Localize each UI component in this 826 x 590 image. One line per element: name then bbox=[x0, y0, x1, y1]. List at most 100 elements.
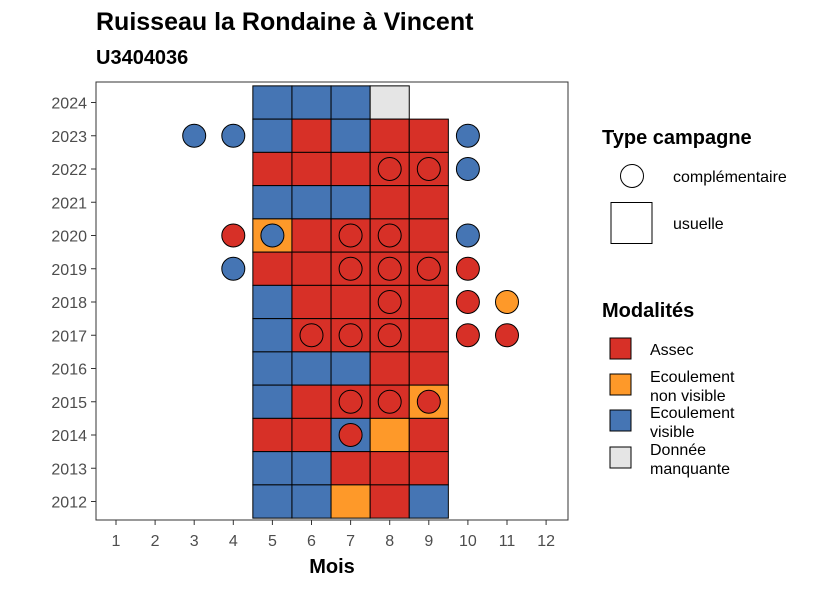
cell-2012-9 bbox=[408, 484, 449, 519]
x-axis: 1 2 3 4 5 6 7 8 9 10 11 12 bbox=[112, 520, 555, 550]
cell-2019-5 bbox=[252, 251, 293, 286]
cell-2023-9 bbox=[408, 118, 449, 153]
point-2020-10 bbox=[455, 223, 480, 248]
legend-label-ecoul_v-1: visible bbox=[650, 424, 695, 441]
cell-2013-6 bbox=[291, 451, 332, 486]
cell-2020-9 bbox=[408, 218, 449, 253]
cell-2014-9 bbox=[408, 417, 449, 453]
x-tick-label-6: 6 bbox=[307, 533, 316, 550]
plot-border bbox=[95, 81, 569, 521]
x-tick-label-12: 12 bbox=[537, 533, 555, 550]
point-2015-9 bbox=[416, 389, 441, 414]
complementaire-points bbox=[182, 123, 519, 447]
legend-label-assec-0: Assec bbox=[650, 342, 694, 359]
y-tick-label-2012: 2012 bbox=[51, 495, 87, 512]
cell-2021-6 bbox=[291, 185, 332, 220]
cell-2022-6 bbox=[291, 151, 332, 187]
x-tick-label-10: 10 bbox=[459, 533, 477, 550]
legend-label-manquante-0: Donnée bbox=[650, 442, 706, 459]
y-tick-label-2024: 2024 bbox=[51, 96, 87, 113]
point-2023-4 bbox=[221, 123, 246, 148]
cell-2021-5 bbox=[252, 185, 293, 220]
chart-title: Ruisseau la Rondaine à Vincent bbox=[96, 8, 474, 36]
point-2020-8 bbox=[377, 223, 402, 248]
x-tick-label-5: 5 bbox=[268, 533, 277, 550]
x-tick-label-1: 1 bbox=[112, 533, 121, 550]
cell-2015-6 bbox=[291, 384, 332, 419]
cell-2016-7 bbox=[330, 351, 371, 386]
point-2022-10 bbox=[455, 157, 480, 181]
y-tick-label-2014: 2014 bbox=[51, 428, 87, 445]
point-2015-7 bbox=[338, 389, 363, 414]
x-tick-label-7: 7 bbox=[346, 533, 355, 550]
point-2020-5 bbox=[260, 223, 285, 248]
legend-label-complementaire: complémentaire bbox=[673, 169, 787, 186]
y-tick-label-2013: 2013 bbox=[51, 461, 87, 478]
cell-2021-8 bbox=[369, 185, 410, 220]
cell-2015-5 bbox=[252, 384, 293, 419]
cell-2014-6 bbox=[291, 417, 332, 453]
legend-label-manquante-1: manquante bbox=[650, 461, 730, 478]
cell-2019-6 bbox=[291, 251, 332, 286]
cell-2022-5 bbox=[252, 151, 293, 187]
cell-2016-5 bbox=[252, 351, 293, 386]
cell-2021-7 bbox=[330, 185, 371, 220]
legend-label-usuelle: usuelle bbox=[673, 216, 724, 233]
legend-key-assec bbox=[609, 337, 632, 360]
cell-2024-6 bbox=[291, 85, 332, 120]
point-2017-10 bbox=[455, 323, 480, 348]
cell-2013-7 bbox=[330, 451, 371, 486]
point-2018-10 bbox=[455, 290, 480, 314]
cell-2016-6 bbox=[291, 351, 332, 386]
y-tick-label-2015: 2015 bbox=[51, 395, 87, 412]
x-tick-label-9: 9 bbox=[424, 533, 433, 550]
legend: Type campagne complémentaire usuelle Modali… bbox=[602, 127, 787, 478]
legend-modalites-title: Modalités bbox=[602, 300, 694, 322]
y-tick-label-2020: 2020 bbox=[51, 229, 87, 246]
point-2018-8 bbox=[377, 290, 402, 314]
cell-2017-9 bbox=[408, 318, 449, 353]
point-2023-10 bbox=[455, 123, 480, 148]
cell-2014-8 bbox=[369, 417, 410, 453]
cell-2021-9 bbox=[408, 185, 449, 220]
legend-key-ecoul_v bbox=[609, 409, 632, 432]
point-2017-7 bbox=[338, 323, 363, 348]
y-tick-label-2022: 2022 bbox=[51, 162, 87, 179]
legend-key-complementaire bbox=[620, 164, 644, 188]
legend-key-usuelle bbox=[610, 202, 653, 244]
cell-2018-5 bbox=[252, 284, 293, 320]
cell-2024-5 bbox=[252, 85, 293, 120]
cell-2018-7 bbox=[330, 284, 371, 320]
cell-2013-5 bbox=[252, 451, 293, 486]
cell-2013-9 bbox=[408, 451, 449, 486]
x-tick-label-11: 11 bbox=[499, 533, 516, 550]
cell-2016-8 bbox=[369, 351, 410, 386]
x-axis-title: Mois bbox=[309, 556, 355, 578]
y-tick-label-2016: 2016 bbox=[51, 362, 87, 379]
point-2019-7 bbox=[338, 256, 363, 281]
point-2017-11 bbox=[495, 323, 519, 348]
x-tick-label-4: 4 bbox=[229, 533, 238, 550]
cell-2023-5 bbox=[252, 118, 293, 153]
cell-2018-6 bbox=[291, 284, 332, 320]
cell-2024-7 bbox=[330, 85, 371, 120]
cell-2023-7 bbox=[330, 118, 371, 153]
cell-2020-6 bbox=[291, 218, 332, 253]
point-2020-4 bbox=[221, 223, 246, 248]
y-axis: 2012 2013 2014 2015 2016 2017 2018 2019 2020 2021… bbox=[51, 96, 96, 512]
legend-label-ecoul_nv-1: non visible bbox=[650, 388, 726, 405]
legend-label-ecoul_nv-0: Ecoulement bbox=[650, 369, 735, 386]
cell-2016-9 bbox=[408, 351, 449, 386]
cell-2023-8 bbox=[369, 118, 410, 153]
cell-2012-8 bbox=[369, 484, 410, 519]
point-2022-8 bbox=[377, 157, 402, 181]
point-2019-4 bbox=[221, 256, 246, 281]
legend-type-title: Type campagne bbox=[602, 127, 752, 149]
x-tick-label-8: 8 bbox=[385, 533, 394, 550]
legend-key-ecoul_nv bbox=[609, 373, 632, 396]
legend-key-manquante bbox=[609, 446, 632, 469]
cell-2012-6 bbox=[291, 484, 332, 519]
point-2018-11 bbox=[495, 290, 519, 314]
point-2020-7 bbox=[338, 223, 363, 248]
